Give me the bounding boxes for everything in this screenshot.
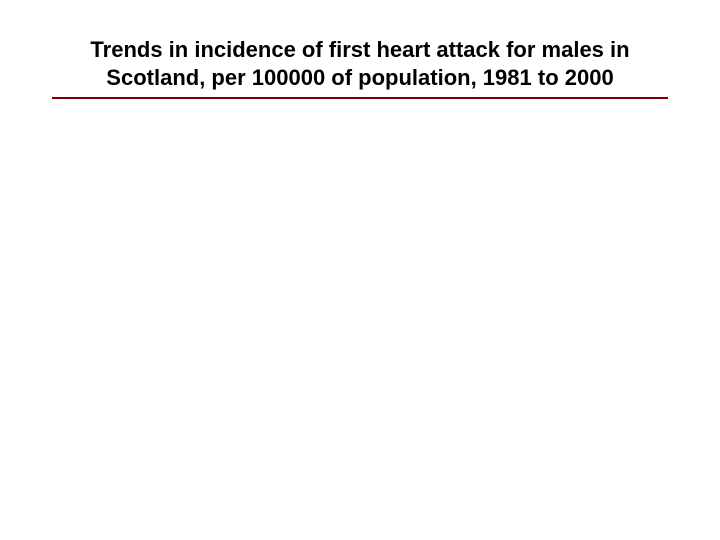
slide: Trends in incidence of first heart attac…	[0, 0, 720, 540]
title-underline	[52, 97, 668, 99]
title-block: Trends in incidence of first heart attac…	[52, 36, 668, 99]
slide-title: Trends in incidence of first heart attac…	[52, 36, 668, 97]
